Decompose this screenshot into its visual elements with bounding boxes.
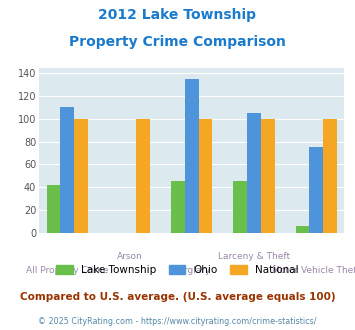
Bar (310, 147, 323, 233)
Bar (185, 79, 198, 233)
Bar (171, 182, 185, 233)
Bar (198, 119, 212, 233)
Bar (234, 182, 247, 233)
Text: Arson: Arson (116, 252, 142, 261)
Bar (136, 119, 150, 233)
Text: All Property Crime: All Property Crime (26, 266, 108, 275)
Bar (247, 113, 261, 233)
Legend: Lake Township, Ohio, National: Lake Township, Ohio, National (52, 261, 303, 280)
Text: 2012 Lake Township: 2012 Lake Township (98, 8, 257, 22)
Bar (323, 119, 337, 233)
Text: Motor Vehicle Theft: Motor Vehicle Theft (272, 266, 355, 275)
Bar (296, 226, 310, 233)
Text: Compared to U.S. average. (U.S. average equals 100): Compared to U.S. average. (U.S. average … (20, 292, 335, 302)
Text: Burglary: Burglary (173, 266, 211, 275)
Bar (60, 108, 74, 233)
Bar (74, 119, 88, 233)
Text: © 2025 CityRating.com - https://www.cityrating.com/crime-statistics/: © 2025 CityRating.com - https://www.city… (38, 317, 317, 326)
Bar (47, 185, 60, 233)
Text: Larceny & Theft: Larceny & Theft (218, 252, 290, 261)
Text: Property Crime Comparison: Property Crime Comparison (69, 35, 286, 49)
Bar (261, 119, 274, 233)
